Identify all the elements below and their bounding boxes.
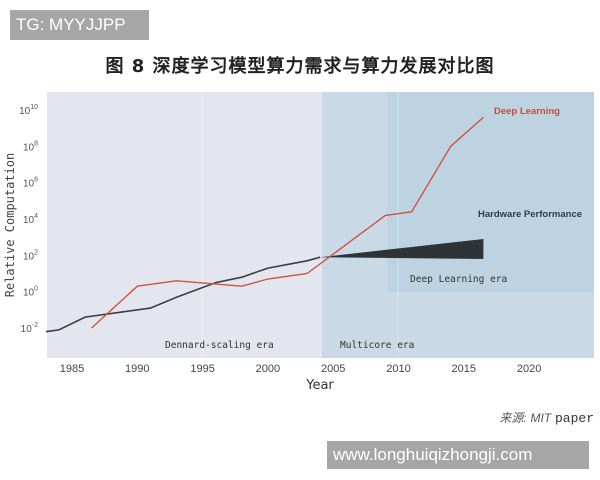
deep-learning-line bbox=[91, 116, 484, 329]
x-tick-label: 1995 bbox=[190, 363, 214, 375]
x-tick-label: 2020 bbox=[517, 363, 541, 375]
dennard-era-region bbox=[47, 92, 322, 358]
x-axis-label: Year bbox=[305, 378, 334, 393]
y-axis-label: Relative Computation bbox=[3, 153, 17, 298]
y-tick-label: 100 bbox=[23, 286, 38, 299]
dennard-era-label: Dennard-scaling era bbox=[165, 340, 274, 351]
source-prefix: 来源: bbox=[499, 411, 527, 425]
y-tick-label: 10-2 bbox=[21, 322, 38, 335]
watermark-bottom: www.longhuiqizhongji.com bbox=[327, 441, 589, 469]
x-axis: 1985 1990 1995 2000 2005 2010 2015 2020 bbox=[60, 363, 542, 375]
source-suffix: paper bbox=[554, 411, 594, 426]
deep-learning-label: Deep Learning bbox=[494, 106, 560, 117]
x-tick-label: 1985 bbox=[60, 363, 84, 375]
y-tick-label: 102 bbox=[23, 249, 38, 262]
y-tick-label: 1010 bbox=[19, 104, 38, 117]
y-tick-label: 106 bbox=[23, 177, 38, 190]
x-tick-label: 1990 bbox=[125, 363, 149, 375]
hardware-performance-band bbox=[320, 239, 484, 259]
y-axis: 10-2 100 102 104 106 108 1010 bbox=[19, 104, 38, 335]
y-tick-label: 108 bbox=[23, 140, 38, 153]
x-tick-label: 2005 bbox=[321, 363, 345, 375]
grid bbox=[201, 92, 399, 358]
x-tick-label: 2015 bbox=[452, 363, 476, 375]
figure-title: 图 8 深度学习模型算力需求与算力发展对比图 bbox=[105, 56, 495, 77]
multicore-era-label: Multicore era bbox=[340, 340, 414, 351]
hardware-performance-line bbox=[45, 256, 321, 333]
hardware-performance-label: Hardware Performance bbox=[478, 209, 582, 220]
x-tick-label: 2000 bbox=[256, 363, 280, 375]
watermark-top: TG: MYYJJPP bbox=[10, 10, 149, 40]
source-org: MIT bbox=[530, 411, 552, 425]
y-tick-label: 104 bbox=[23, 213, 38, 226]
x-tick-label: 2010 bbox=[386, 363, 410, 375]
source-note: 来源: MIT paper bbox=[499, 409, 594, 426]
deep-learning-era-label: Deep Learning era bbox=[410, 274, 507, 285]
deep-learning-era-region bbox=[387, 92, 594, 292]
